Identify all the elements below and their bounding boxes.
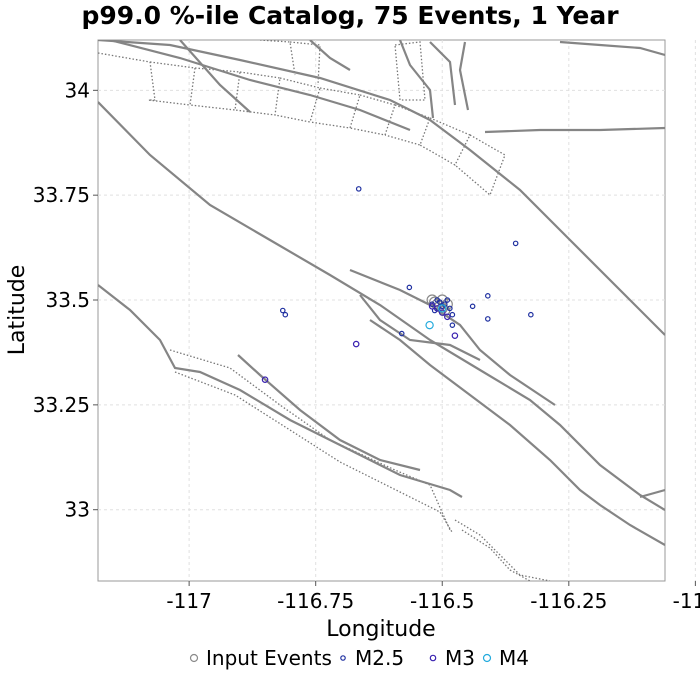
y-axis-label: Latitude <box>5 265 30 356</box>
chart-title: p99.0 %-ile Catalog, 75 Events, 1 Year <box>81 1 619 30</box>
legend-marker <box>429 654 437 662</box>
legend-entry: M2.5 <box>355 646 404 670</box>
legend: Input Events M2.5 M3 M4 <box>189 646 529 670</box>
event-point <box>352 340 360 348</box>
y-tick-label: 33.25 <box>33 393 90 417</box>
event-point <box>438 304 447 313</box>
y-tick-label: 33.5 <box>45 288 90 312</box>
x-tick-label: -117 <box>166 589 211 613</box>
x-tick-label: -116 <box>673 589 700 613</box>
event-point <box>398 330 405 337</box>
event-point <box>451 332 459 339</box>
event-point <box>449 311 456 318</box>
x-axis-label: Longitude <box>326 617 435 642</box>
event-point <box>261 376 269 383</box>
event-point <box>438 309 446 316</box>
x-axis-ticks: -117 -116.75 -116.5 -116.25 -116 <box>166 581 700 613</box>
legend-marker <box>482 653 492 663</box>
event-point <box>512 240 519 247</box>
legend-entry: M4 <box>499 646 529 670</box>
event-point <box>449 322 456 328</box>
fault-traces <box>98 40 665 581</box>
y-tick-label: 34 <box>65 78 90 102</box>
plot-area <box>97 39 666 582</box>
legend-entry: Input Events <box>206 646 332 670</box>
legend-marker <box>340 655 346 661</box>
event-point <box>428 303 436 310</box>
event-point <box>485 316 491 322</box>
event-point <box>447 305 453 312</box>
event-point <box>406 284 413 291</box>
event-point <box>436 299 443 305</box>
legend-marker <box>189 653 199 663</box>
y-axis-ticks: 33 33.25 33.5 33.75 34 <box>33 78 98 522</box>
x-tick-label: -116.5 <box>410 589 474 613</box>
fault-lines <box>98 40 665 546</box>
event-point <box>444 313 451 321</box>
legend-entry: M3 <box>445 646 475 670</box>
event-markers <box>261 186 534 383</box>
x-tick-label: -116.25 <box>530 589 607 613</box>
event-point <box>279 307 286 314</box>
event-point <box>485 293 491 299</box>
event-point <box>355 186 362 192</box>
event-point <box>528 311 534 318</box>
event-point <box>282 311 289 318</box>
y-tick-label: 33 <box>65 498 90 522</box>
x-tick-label: -116.75 <box>277 589 354 613</box>
event-point <box>469 303 476 310</box>
event-point <box>425 320 434 330</box>
y-tick-label: 33.75 <box>33 183 90 207</box>
event-point <box>444 297 451 303</box>
